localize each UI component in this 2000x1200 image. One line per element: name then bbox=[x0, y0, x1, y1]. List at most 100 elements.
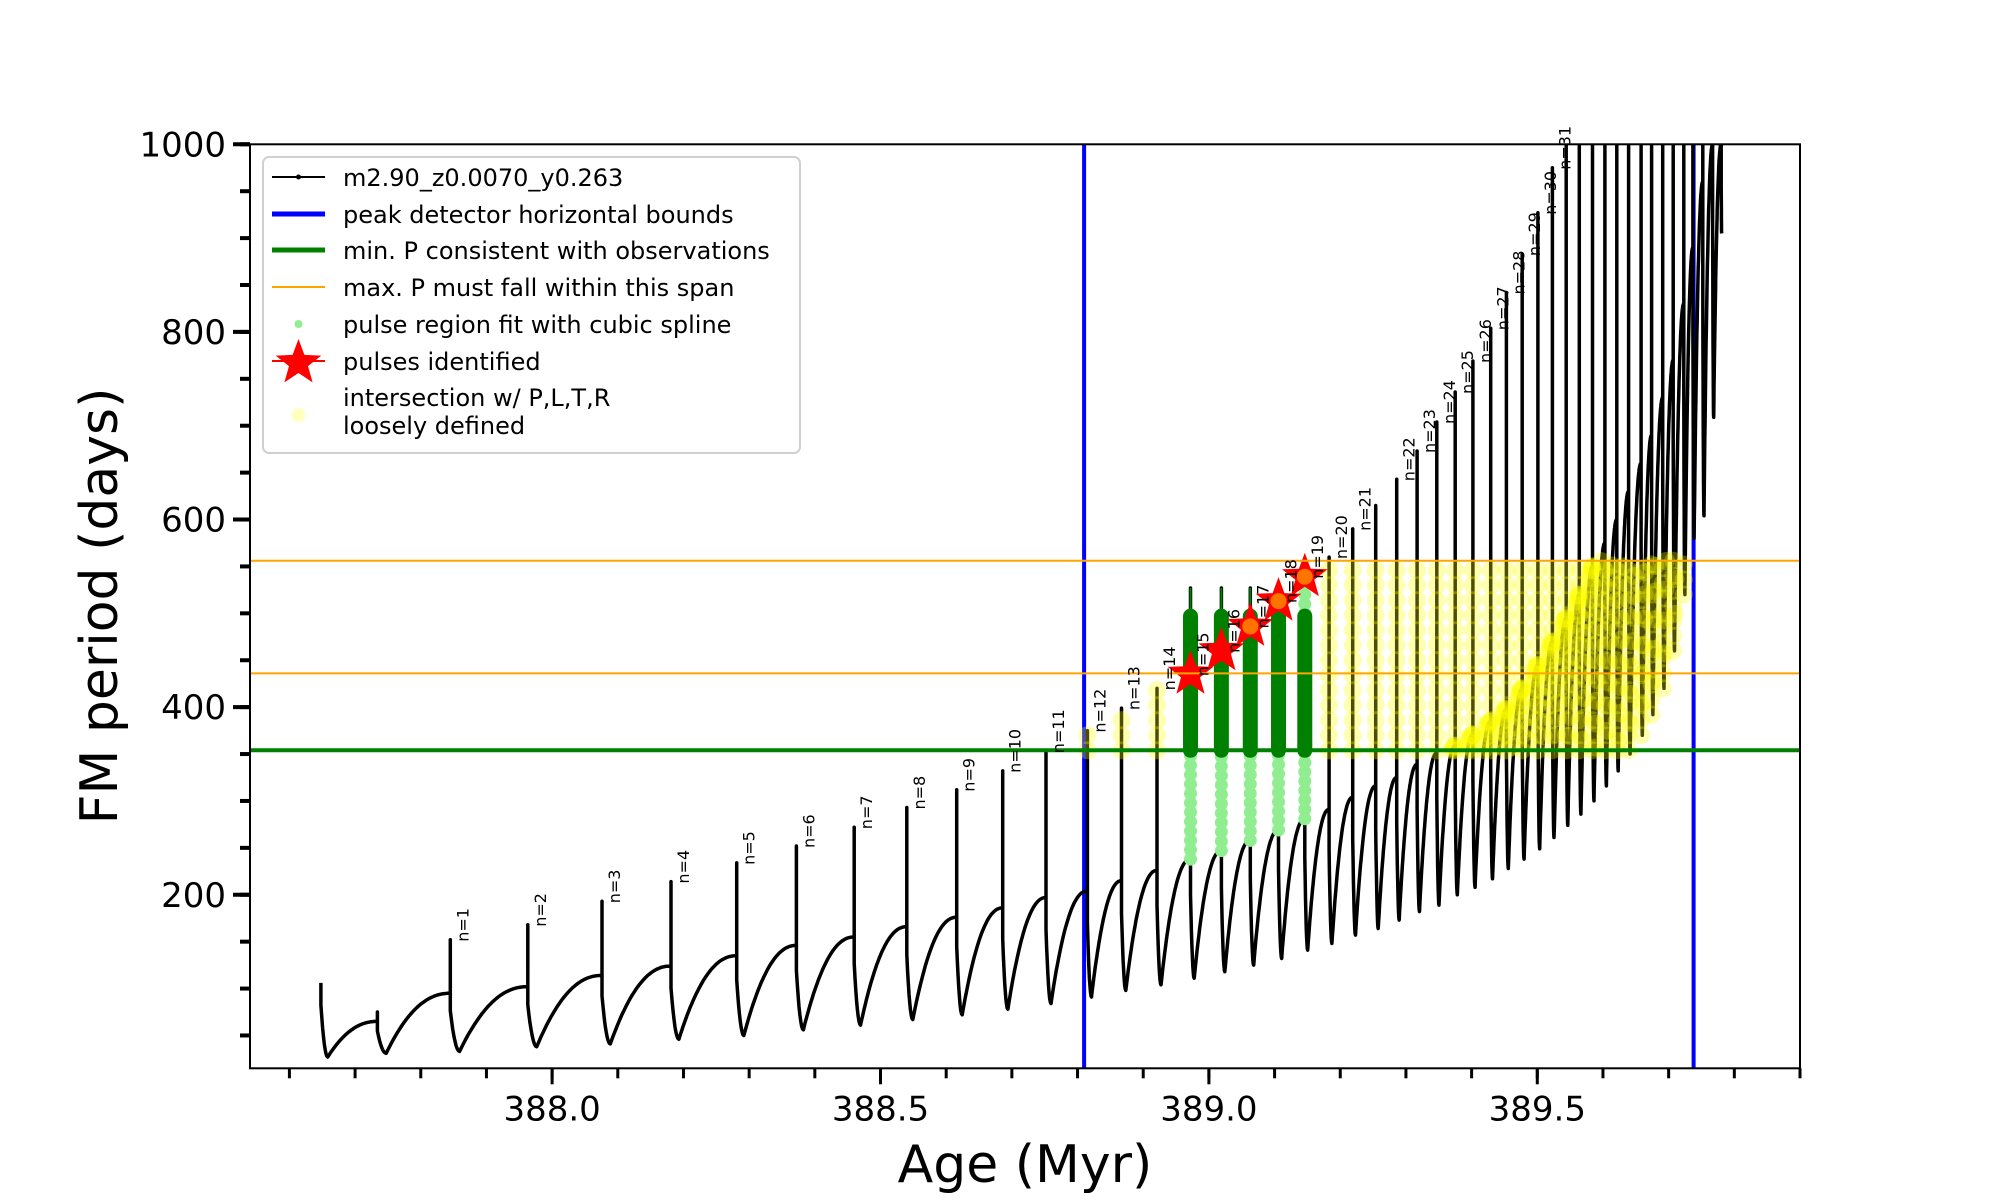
spline-fit-point bbox=[1214, 759, 1228, 773]
intersection-point bbox=[1540, 638, 1559, 657]
intersection-point bbox=[1343, 651, 1362, 670]
intersection-point bbox=[1513, 561, 1532, 580]
intersection-point bbox=[1578, 590, 1597, 609]
model-track-line bbox=[319, 144, 1724, 1059]
intersection-point bbox=[1613, 573, 1632, 592]
intersection-point bbox=[1543, 561, 1562, 580]
intersection-point bbox=[1607, 666, 1626, 685]
legend-item-min-period: min. P consistent with observations bbox=[272, 237, 770, 265]
intersection-point bbox=[1506, 710, 1525, 729]
intersection-point bbox=[1569, 585, 1588, 604]
intersection-point bbox=[1387, 606, 1406, 625]
plot-area bbox=[250, 144, 1800, 1069]
intersection-point bbox=[1463, 561, 1482, 580]
intersection-point bbox=[1557, 681, 1576, 700]
intersection-point bbox=[1582, 558, 1601, 577]
intersection-point bbox=[1595, 576, 1614, 595]
intersection-point bbox=[1535, 699, 1554, 718]
intersection-point bbox=[1543, 606, 1562, 625]
intersection-point bbox=[1655, 611, 1674, 630]
spline-fit-point bbox=[1298, 597, 1312, 611]
intersection-point bbox=[1554, 615, 1573, 634]
intersection-point bbox=[1496, 700, 1515, 719]
intersection-point bbox=[1480, 712, 1499, 731]
intersection-point bbox=[1622, 657, 1641, 676]
intersection-point bbox=[1562, 690, 1581, 709]
intersection-point bbox=[1607, 591, 1626, 610]
intersection-point bbox=[1460, 729, 1479, 748]
spline-fit-point bbox=[1272, 776, 1286, 790]
intersection-point bbox=[1506, 718, 1525, 737]
intersection-point bbox=[1568, 589, 1587, 608]
intersection-point bbox=[1408, 636, 1427, 655]
intersection-point bbox=[1494, 704, 1513, 723]
spline-fit-point bbox=[1214, 797, 1228, 811]
intersection-point bbox=[1583, 621, 1602, 640]
intersection-point bbox=[1366, 621, 1385, 640]
intersection-point bbox=[1481, 621, 1500, 640]
spline-fit-point bbox=[1184, 843, 1198, 857]
legend-label: pulse region fit with cubic spline bbox=[343, 311, 731, 339]
spline-fit-point bbox=[1214, 778, 1228, 792]
intersection-point bbox=[1387, 651, 1406, 670]
intersection-point bbox=[1427, 651, 1446, 670]
intersection-point bbox=[1496, 701, 1515, 720]
intersection-point bbox=[1609, 732, 1628, 751]
intersection-point bbox=[1343, 561, 1362, 580]
intersection-point bbox=[1635, 609, 1654, 628]
intersection-point bbox=[1343, 711, 1362, 730]
intersection-point bbox=[1644, 640, 1663, 659]
intersection-point bbox=[1557, 696, 1576, 715]
intersection-point bbox=[1387, 696, 1406, 715]
intersection-point bbox=[1583, 557, 1602, 576]
intersection-point bbox=[1595, 591, 1614, 610]
intersection-point bbox=[1642, 705, 1661, 724]
intersection-point bbox=[1619, 726, 1638, 745]
intersection-point bbox=[1607, 561, 1626, 580]
spline-fit-point bbox=[1214, 844, 1228, 858]
spline-fit-point bbox=[1298, 588, 1312, 602]
intersection-point bbox=[1112, 711, 1131, 730]
intersection-point bbox=[1588, 633, 1607, 652]
intersection-point bbox=[1513, 591, 1532, 610]
intersection-point bbox=[1674, 585, 1693, 604]
intersection-point bbox=[1522, 698, 1541, 717]
intersection-point bbox=[1427, 606, 1446, 625]
intersection-point bbox=[1523, 681, 1542, 700]
intersection-point bbox=[1579, 574, 1598, 593]
intersection-point bbox=[1595, 666, 1614, 685]
intersection-point bbox=[1653, 634, 1672, 653]
pulse-label: n=16 bbox=[1224, 609, 1243, 653]
intersection-point bbox=[1541, 635, 1560, 654]
intersection-point bbox=[1443, 739, 1462, 758]
intersection-point bbox=[1554, 619, 1573, 638]
pulse-label: n=31 bbox=[1555, 126, 1574, 170]
intersection-point bbox=[1343, 576, 1362, 595]
intersection-point bbox=[1633, 694, 1652, 713]
legend-box bbox=[262, 156, 801, 454]
intersection-point bbox=[1492, 716, 1511, 735]
intersection-point bbox=[1595, 621, 1614, 640]
intersection-point bbox=[1570, 711, 1589, 730]
intersection-point bbox=[1565, 625, 1584, 644]
intersection-point bbox=[1598, 721, 1617, 740]
legend-label: intersection w/ P,L,T,R bbox=[343, 384, 610, 412]
pulse-label: n=22 bbox=[1400, 437, 1419, 481]
intersection-point bbox=[1463, 576, 1482, 595]
intersection-point bbox=[1481, 712, 1500, 731]
spline-fit-point bbox=[1272, 757, 1286, 771]
spline-fit-point bbox=[1243, 786, 1257, 800]
spline-fit-point bbox=[1184, 768, 1198, 782]
intersection-point bbox=[1557, 726, 1576, 745]
intersection-point bbox=[1607, 621, 1626, 640]
legend-item-track: m2.90_z0.0070_y0.263 bbox=[272, 164, 623, 192]
intersection-point bbox=[1497, 576, 1516, 595]
intersection-point bbox=[1595, 606, 1614, 625]
intersection-point bbox=[1497, 681, 1516, 700]
intersection-point bbox=[1579, 582, 1598, 601]
intersection-point bbox=[1408, 711, 1427, 730]
intersection-point bbox=[1408, 696, 1427, 715]
intersection-point bbox=[1587, 670, 1606, 689]
intersection-point bbox=[1642, 570, 1661, 589]
intersection-point bbox=[1497, 696, 1516, 715]
